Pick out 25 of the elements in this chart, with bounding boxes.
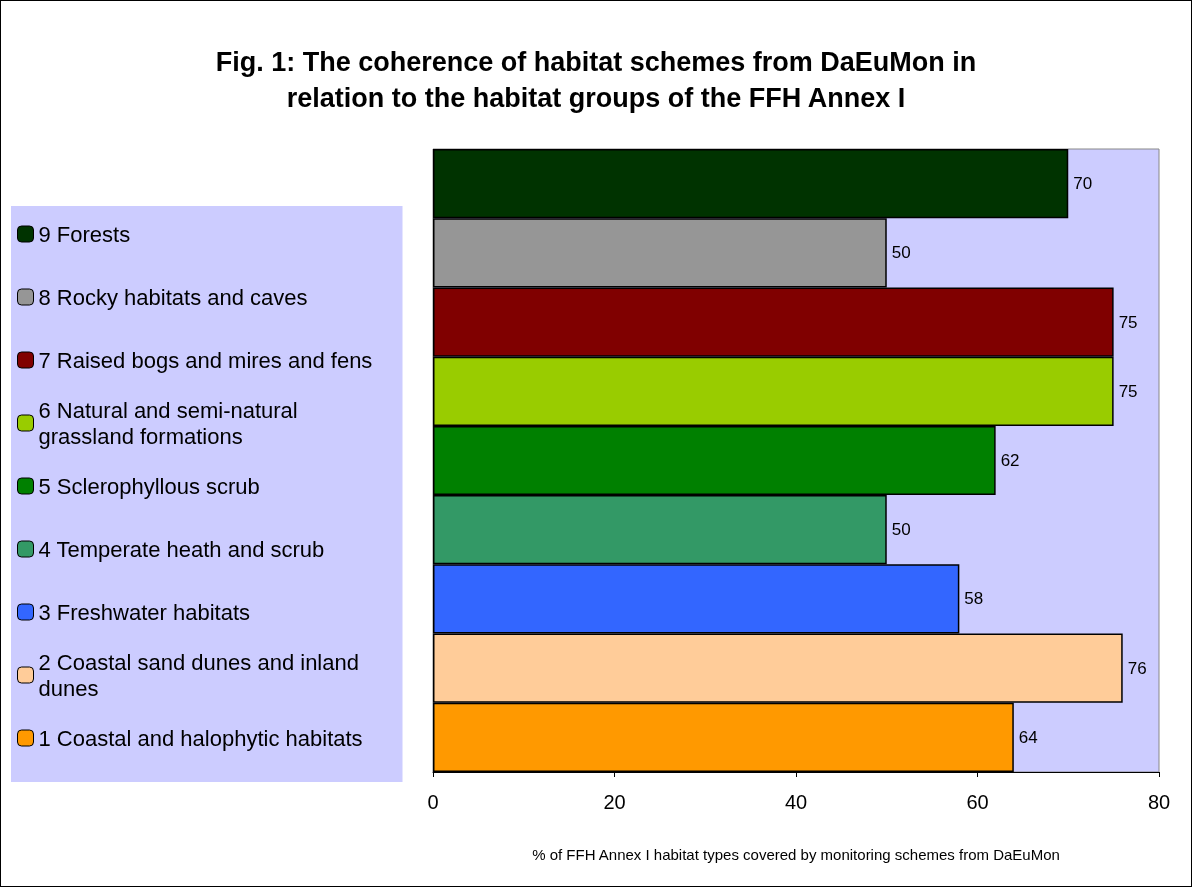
x-tick-label: 60 [966,791,989,813]
data-label: 58 [964,589,984,609]
data-label: 50 [891,520,911,540]
legend-label: 4 Temperate heath and scrub [38,536,325,562]
chart-title: Fig. 1: The coherence of habitat schemes from DaEuMon in relation to the habitat groups of the FFH Annex I [215,47,977,113]
x-axis-title: % of FFH Annex I habitat types covered by monitoring schemes from DaEuMon [532,846,1060,863]
x-tick-label: 80 [1147,791,1171,813]
legend-label: 1 Coastal and halophytic habitats [38,725,363,751]
data-label: 70 [1073,174,1093,194]
data-label: 62 [1000,451,1020,470]
legend-label: 6 Natural and semi-natural grassland formations [38,397,304,449]
data-label: 76 [1127,658,1147,678]
legend-label: 8 Rocky habitats and caves [38,284,308,310]
data-label: 75 [1118,312,1138,332]
legend-label: 7 Raised bogs and mires and fens [38,347,373,373]
legend-label: 2 Coastal sand dunes and inland dunes [38,649,366,701]
data-label: 50 [891,243,911,263]
legend-label: 5 Sclerophyllous scrub [38,473,260,499]
data-label: 64 [1018,727,1038,747]
legend-label: 3 Freshwater habitats [38,599,251,625]
x-tick-label: 20 [603,791,626,813]
x-tick-label: 0 [427,791,439,813]
legend-label: 9 Forests [38,221,131,247]
x-tick-label: 40 [784,791,808,813]
data-label: 75 [1118,381,1138,401]
